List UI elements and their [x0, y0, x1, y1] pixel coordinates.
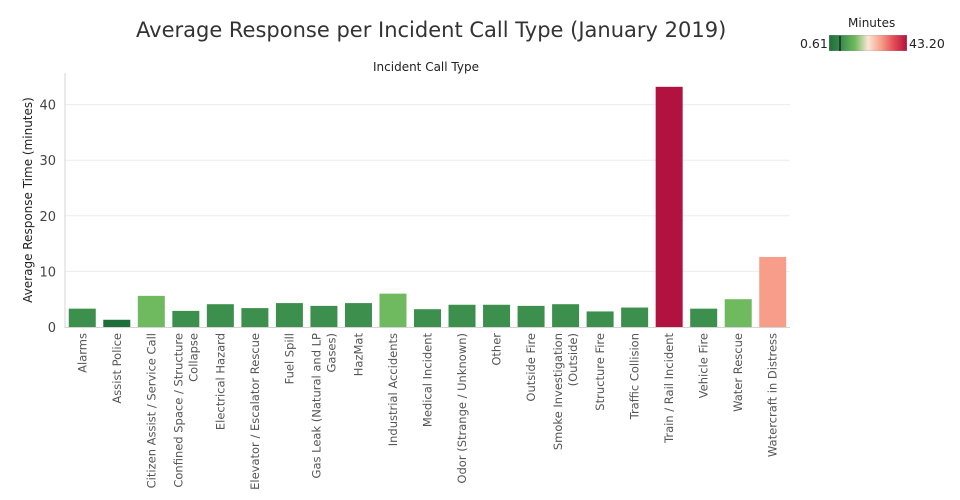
- x-tick-label: Watercraft in Distress: [766, 333, 780, 457]
- bar: [103, 319, 131, 327]
- bar: [621, 307, 649, 327]
- bar: [448, 304, 476, 327]
- x-tick-label: Fuel Spill: [282, 333, 296, 384]
- x-tick-label: Odor (Strange / Unknown): [455, 333, 469, 484]
- x-tick-label: Train / Rail Incident: [662, 333, 676, 444]
- x-tick-label: Assist Police: [110, 333, 124, 404]
- bar: [68, 308, 96, 327]
- bar: [690, 308, 718, 327]
- x-tick-label: Traffic Collision: [628, 333, 642, 420]
- bar: [206, 304, 234, 327]
- y-tick-label: 0: [48, 321, 56, 336]
- x-tick-label: Alarms: [75, 333, 89, 373]
- bar: [379, 293, 407, 327]
- x-tick-label: Elevator / Escalator Rescue: [248, 333, 262, 490]
- x-tick-label: Gas Leak (Natural and LPGases): [309, 333, 338, 479]
- legend-title: Minutes: [848, 16, 896, 30]
- y-tick-label: 30: [39, 154, 56, 169]
- bar: [724, 299, 752, 327]
- x-tick-label: HazMat: [351, 333, 365, 377]
- bar: [586, 311, 614, 327]
- y-tick-label: 20: [39, 210, 56, 225]
- legend-max-label: 43.20: [909, 36, 945, 51]
- bar: [344, 303, 372, 327]
- x-tick-label: Structure Fire: [593, 333, 607, 411]
- x-tick-label: Water Rescue: [731, 333, 745, 412]
- x-axis-label: Incident Call Type: [373, 60, 479, 74]
- color-legend-gradient: [829, 35, 907, 51]
- x-tick-label: Vehicle Fire: [697, 333, 711, 398]
- bar: [137, 295, 165, 327]
- bar: [483, 304, 511, 327]
- bar: [655, 86, 683, 327]
- x-tick-label: Medical Incident: [421, 333, 435, 428]
- bar: [759, 256, 787, 327]
- chart-title: Average Response per Incident Call Type …: [136, 18, 727, 42]
- bar: [517, 305, 545, 327]
- x-tick-label: Citizen Assist / Service Call: [144, 333, 158, 488]
- bar: [414, 309, 441, 327]
- x-tick-label: Smoke Investigation(Outside): [551, 333, 580, 450]
- x-tick-label: Confined Space / StructureCollapse: [171, 333, 200, 488]
- bar: [275, 303, 303, 327]
- y-tick-label: 10: [39, 265, 56, 280]
- x-tick-label: Outside Fire: [524, 333, 538, 402]
- x-tick-label: Electrical Hazard: [213, 333, 227, 430]
- y-axis-label: Average Response Time (minutes): [21, 97, 35, 303]
- x-tick-label: Other: [490, 333, 504, 366]
- legend-gradient-bar: [829, 35, 907, 51]
- bar: [552, 304, 580, 327]
- bar: [172, 310, 200, 327]
- legend-min-label: 0.61: [800, 36, 828, 51]
- y-tick-label: 40: [39, 99, 56, 114]
- bar: [310, 305, 338, 327]
- x-tick-label: Industrial Accidents: [386, 333, 400, 446]
- bar: [241, 308, 269, 327]
